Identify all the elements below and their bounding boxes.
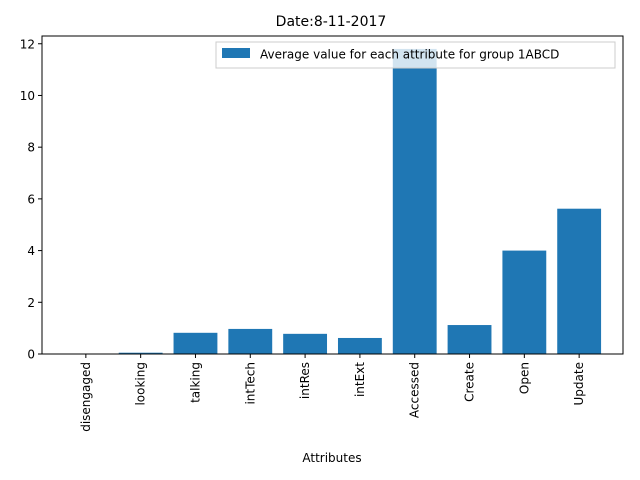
y-tick-label: 10 bbox=[20, 89, 35, 103]
bar-intExt bbox=[337, 337, 382, 354]
x-tick-label: looking bbox=[134, 362, 148, 406]
bar-talking bbox=[173, 332, 218, 354]
legend: Average value for each attribute for gro… bbox=[215, 41, 616, 69]
x-axis-title: Attributes bbox=[302, 451, 361, 465]
y-tick-label: 4 bbox=[27, 244, 35, 258]
y-axis: 0 2 4 6 8 10 12 bbox=[20, 37, 42, 362]
x-tick-label: intExt bbox=[353, 362, 367, 397]
x-tick-label: intRes bbox=[298, 362, 312, 399]
bar-Update bbox=[557, 208, 602, 354]
x-tick-label: Create bbox=[463, 362, 477, 402]
x-tick-label: intTech bbox=[243, 362, 257, 405]
plot-frame bbox=[41, 35, 624, 355]
y-tick-label: 12 bbox=[20, 37, 35, 51]
x-tick-label: Accessed bbox=[408, 362, 422, 418]
y-tick-label: 6 bbox=[27, 192, 35, 206]
x-tick-label: Update bbox=[572, 362, 586, 405]
legend-label: Average value for each attribute for gro… bbox=[260, 48, 559, 62]
y-tick-label: 0 bbox=[27, 348, 35, 362]
bar-Open bbox=[502, 250, 547, 354]
chart-title: Date:8-11-2017 bbox=[276, 14, 387, 30]
bar-intTech bbox=[228, 328, 273, 354]
x-tick-label: disengaged bbox=[79, 362, 93, 432]
x-axis: disengaged looking talking intTech intRes int… bbox=[79, 354, 586, 432]
legend-swatch bbox=[222, 48, 250, 58]
x-tick-label: talking bbox=[188, 362, 202, 403]
bar-looking bbox=[118, 352, 163, 354]
y-tick-label: 2 bbox=[27, 296, 35, 310]
bar-Accessed bbox=[392, 48, 437, 355]
legend-box bbox=[215, 41, 616, 69]
bars-layer bbox=[118, 48, 602, 355]
y-tick-label: 8 bbox=[27, 141, 35, 155]
bar-Create bbox=[447, 325, 492, 354]
bar-intRes bbox=[283, 333, 328, 354]
x-tick-label: Open bbox=[517, 362, 531, 394]
